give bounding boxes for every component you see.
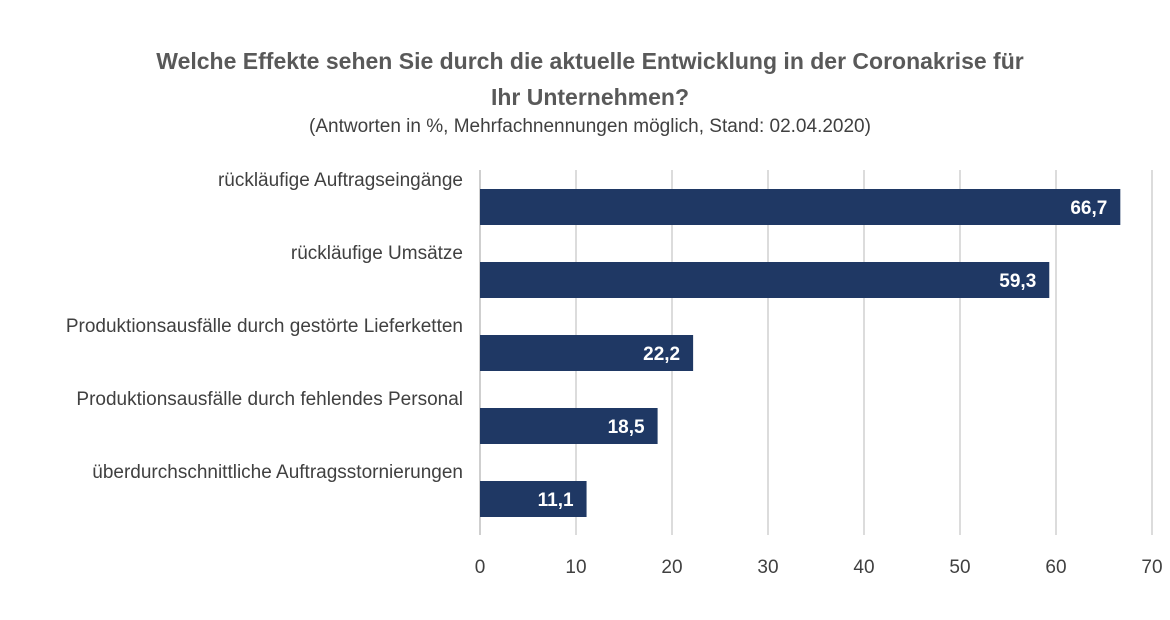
- category-label-3: Produktionsausfälle durch gestörte Liefe…: [66, 316, 463, 337]
- bar-5: [480, 481, 587, 517]
- bar-2: [480, 262, 1050, 298]
- category-label-1: rückläufige Auftragseingänge: [218, 170, 463, 191]
- category-label-4: Produktionsausfälle durch fehlendes Pers…: [76, 389, 463, 410]
- data-label-5: 11,1: [538, 490, 574, 511]
- data-label-1: 66,7: [1070, 198, 1107, 219]
- chart-subtitle: (Antworten in %, Mehrfachnennungen mögli…: [309, 116, 871, 137]
- data-label-3: 22,2: [643, 344, 680, 365]
- chart-title-line-2: Ihr Unternehmen?: [490, 84, 690, 110]
- data-label-4: 18,5: [608, 417, 645, 438]
- x-tick-label-60: 60: [1045, 557, 1066, 578]
- bar-1: [480, 189, 1121, 225]
- bar-4: [480, 408, 658, 444]
- x-tick-label-0: 0: [475, 557, 486, 578]
- x-tick-label-40: 40: [853, 557, 874, 578]
- bar-3: [480, 335, 694, 371]
- chart-title-line-1: Welche Effekte sehen Sie durch die aktue…: [156, 48, 1024, 74]
- category-label-5: überdurchschnittliche Auftragsstornierun…: [92, 462, 463, 483]
- x-tick-label-70: 70: [1141, 557, 1162, 578]
- category-label-2: rückläufige Umsätze: [291, 243, 463, 264]
- x-tick-label-20: 20: [661, 557, 682, 578]
- x-tick-label-10: 10: [565, 557, 586, 578]
- x-tick-label-30: 30: [757, 557, 778, 578]
- data-label-2: 59,3: [999, 271, 1036, 292]
- x-tick-label-50: 50: [949, 557, 970, 578]
